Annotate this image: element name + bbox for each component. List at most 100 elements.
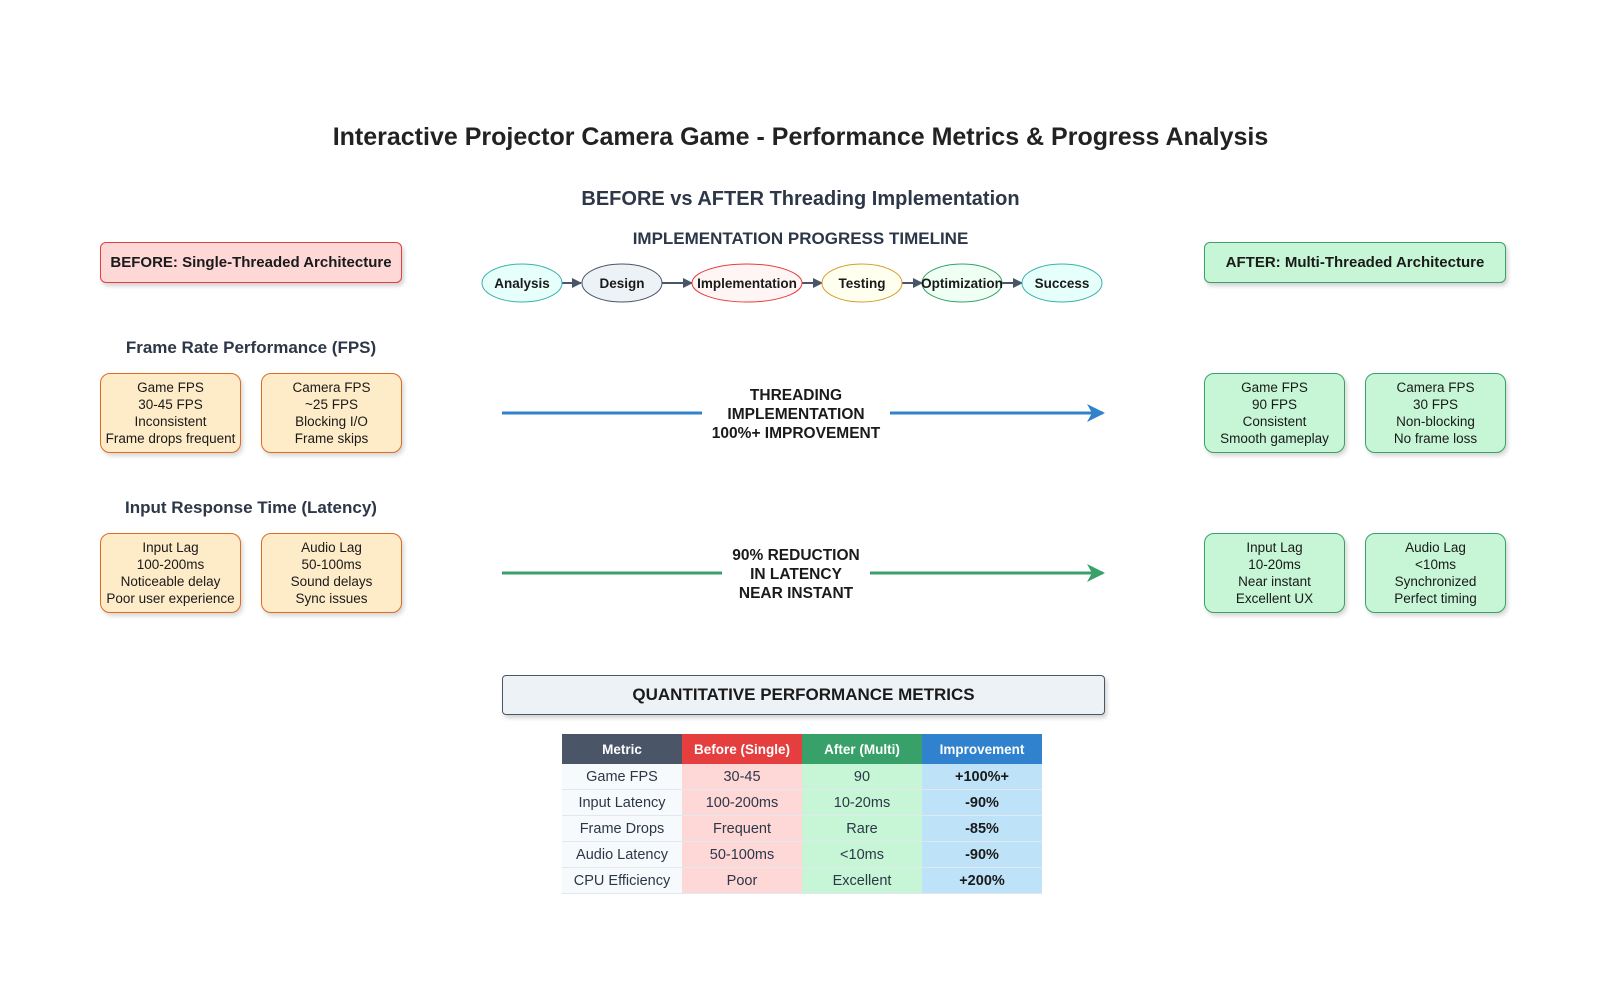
timeline-stage-success: Success: [1021, 263, 1103, 303]
stage-label: Design: [599, 276, 644, 291]
improvement-cell: +200%: [922, 867, 1042, 894]
stage-label: Optimization: [921, 276, 1003, 291]
before-header: BEFORE: Single-Threaded Architecture: [100, 242, 402, 283]
arrow-label-line: 100%+ IMPROVEMENT: [711, 425, 881, 442]
card-line: Frame drops frequent: [105, 431, 236, 446]
improvement-cell: +100%+: [922, 764, 1042, 790]
table-row: Input Latency 100-200ms 10-20ms -90%: [562, 789, 1042, 816]
before-cell: 30-45: [682, 764, 802, 790]
card-line: Near instant: [1238, 574, 1311, 589]
page-title: Interactive Projector Camera Game - Perf…: [332, 123, 1269, 151]
card-line: Camera FPS: [292, 380, 371, 395]
stage-ellipse: [1022, 264, 1102, 302]
after-header: AFTER: Multi-Threaded Architecture: [1204, 242, 1506, 283]
stage-label: Testing: [839, 276, 886, 291]
card-line: Consistent: [1242, 414, 1307, 429]
improvement-cell: -90%: [922, 789, 1042, 816]
card-line: 90 FPS: [1251, 397, 1298, 412]
after-cell: 10-20ms: [802, 789, 922, 816]
column-header-improvement: Improvement: [922, 734, 1042, 764]
stage-ellipse: [482, 264, 562, 302]
after-cell: Excellent: [802, 867, 922, 894]
latency-section-label: Input Response Time (Latency): [125, 498, 377, 517]
stage-outline: [581, 263, 663, 303]
improvement-cell: -90%: [922, 841, 1042, 868]
stage-ellipse: [922, 264, 1002, 302]
stage-outline: [691, 263, 803, 303]
arrow-label-line: IMPLEMENTATION: [727, 406, 865, 423]
metrics-header: QUANTITATIVE PERFORMANCE METRICS: [502, 675, 1105, 715]
card-line: ~25 FPS: [305, 397, 358, 412]
card-line: Game FPS: [137, 380, 204, 395]
card-line: 10-20ms: [1248, 557, 1301, 572]
card-line: Audio Lag: [301, 540, 362, 555]
column-header-after: After (Multi): [802, 734, 922, 764]
metric-cell: Game FPS: [562, 764, 682, 790]
arrow-label-line: 90% REDUCTION: [732, 547, 860, 564]
after-input-lag-card: Input Lag 10-20ms Near instant Excellent…: [1204, 533, 1345, 613]
arrow-label-line: THREADING: [749, 387, 843, 404]
after-cell: Rare: [802, 815, 922, 842]
card-line: Poor user experience: [106, 591, 235, 606]
timeline-stage-design: Design: [581, 263, 663, 303]
card-line: Camera FPS: [1396, 380, 1475, 395]
arrow-label-line: NEAR INSTANT: [738, 585, 854, 602]
after-cell: 90: [802, 764, 922, 790]
table-row: Audio Latency 50-100ms <10ms -90%: [562, 841, 1042, 868]
card-line: Synchronized: [1394, 574, 1477, 589]
card-line: 50-100ms: [301, 557, 362, 572]
after-audio-lag-card: Audio Lag <10ms Synchronized Perfect tim…: [1365, 533, 1506, 613]
latency-arrow-label: 90% REDUCTION IN LATENCY NEAR INSTANT: [722, 546, 870, 603]
comparison-subtitle: BEFORE vs AFTER Threading Implementation: [581, 188, 1020, 210]
timeline-stage-optimization: Optimization: [921, 263, 1003, 303]
stage-label: Implementation: [697, 276, 797, 291]
metric-cell: Input Latency: [562, 789, 682, 816]
timeline-stage-analysis: Analysis: [481, 263, 563, 303]
card-line: Inconsistent: [134, 414, 207, 429]
card-line: No frame loss: [1393, 431, 1478, 446]
metric-cell: CPU Efficiency: [562, 867, 682, 894]
arrow-label-line: IN LATENCY: [750, 566, 842, 583]
after-camera-fps-card: Camera FPS 30 FPS Non-blocking No frame …: [1365, 373, 1506, 453]
card-line: 100-200ms: [136, 557, 205, 572]
card-line: Excellent UX: [1235, 591, 1314, 606]
before-game-fps-card: Game FPS 30-45 FPS Inconsistent Frame dr…: [100, 373, 241, 453]
card-line: Blocking I/O: [295, 414, 368, 429]
card-line: Perfect timing: [1394, 591, 1477, 606]
before-audio-lag-card: Audio Lag 50-100ms Sound delays Sync iss…: [261, 533, 402, 613]
column-header-before: Before (Single): [682, 734, 802, 764]
column-header-metric: Metric: [562, 734, 682, 764]
table-row: Game FPS 30-45 90 +100%+: [562, 764, 1042, 790]
before-cell: 100-200ms: [682, 789, 802, 816]
improvement-cell: -85%: [922, 815, 1042, 842]
before-camera-fps-card: Camera FPS ~25 FPS Blocking I/O Frame sk…: [261, 373, 402, 453]
before-cell: Poor: [682, 867, 802, 894]
stage-label: Success: [1035, 276, 1090, 291]
after-cell: <10ms: [802, 841, 922, 868]
fps-arrow-label: THREADING IMPLEMENTATION 100%+ IMPROVEME…: [702, 386, 890, 443]
metric-cell: Audio Latency: [562, 841, 682, 868]
before-cell: Frequent: [682, 815, 802, 842]
after-game-fps-card: Game FPS 90 FPS Consistent Smooth gamepl…: [1204, 373, 1345, 453]
metric-cell: Frame Drops: [562, 815, 682, 842]
metrics-table: Metric Before (Single) After (Multi) Imp…: [562, 734, 1042, 894]
stage-ellipse: [822, 264, 902, 302]
stage-outline: [481, 263, 563, 303]
card-line: Sync issues: [295, 591, 368, 606]
stage-outline: [1021, 263, 1103, 303]
card-line: 30 FPS: [1412, 397, 1459, 412]
stage-ellipse: [692, 264, 802, 302]
before-cell: 50-100ms: [682, 841, 802, 868]
stage-outline: [821, 263, 903, 303]
card-line: Input Lag: [142, 540, 199, 555]
card-line: Noticeable delay: [120, 574, 221, 589]
table-row: Frame Drops Frequent Rare -85%: [562, 815, 1042, 842]
card-line: Input Lag: [1246, 540, 1303, 555]
card-line: Game FPS: [1241, 380, 1308, 395]
card-line: Non-blocking: [1396, 414, 1475, 429]
stage-label: Analysis: [494, 276, 550, 291]
timeline-title: IMPLEMENTATION PROGRESS TIMELINE: [632, 229, 969, 248]
card-line: Smooth gameplay: [1220, 431, 1329, 446]
fps-section-label: Frame Rate Performance (FPS): [125, 338, 377, 357]
